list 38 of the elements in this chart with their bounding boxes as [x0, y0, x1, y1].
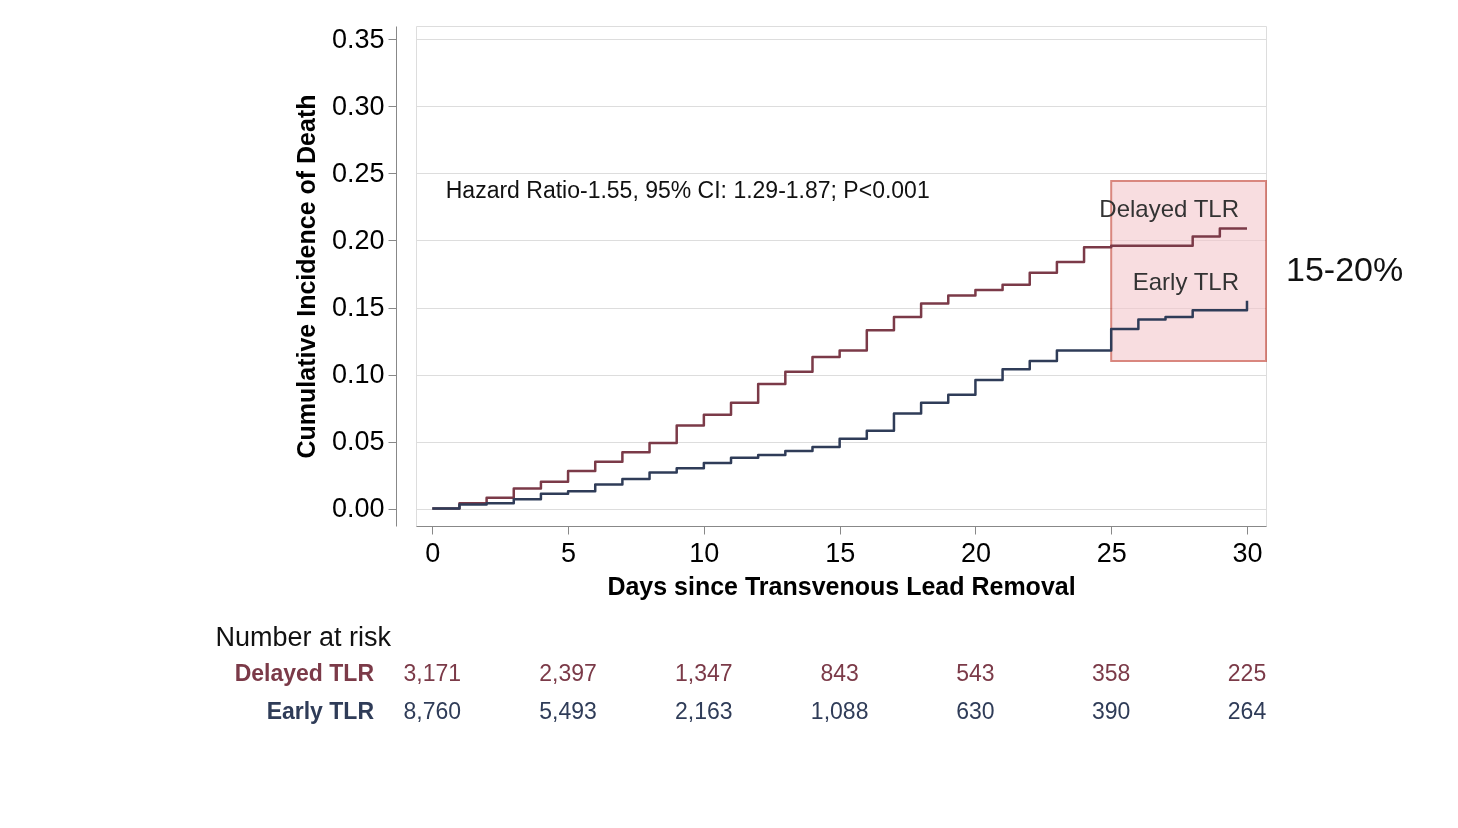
series-label: Delayed TLR — [1099, 195, 1239, 223]
x-tick-label: 10 — [689, 537, 720, 568]
y-tick-label: 0.20 — [331, 224, 385, 255]
text: Early TLR — [266, 698, 374, 724]
text: 225 — [1227, 660, 1267, 686]
text: 390 — [1092, 698, 1131, 724]
text: 1,347 — [675, 660, 733, 686]
text: 5,493 — [539, 698, 597, 724]
y-tick-label: 0.15 — [331, 292, 385, 322]
x-tick-label: 5 — [561, 537, 577, 568]
text: 358 — [1092, 660, 1131, 686]
text: 264 — [1227, 698, 1267, 724]
text: 3,171 — [403, 660, 462, 686]
text: 8,760 — [403, 698, 462, 724]
y-tick-label: 0.35 — [331, 23, 385, 54]
x-tick-label: 30 — [1232, 537, 1263, 568]
x-tick-label: 25 — [1096, 537, 1127, 568]
y-tick-label: 0.25 — [331, 157, 385, 188]
text: 630 — [956, 698, 995, 724]
text: Delayed TLR — [234, 660, 374, 686]
x-tick-label: 20 — [960, 537, 991, 568]
band-label: 15-20% — [1286, 250, 1404, 288]
text: 2,163 — [675, 698, 733, 724]
y-tick-label: 0.10 — [331, 359, 385, 390]
y-tick-label: 0.00 — [331, 493, 385, 524]
text: 843 — [820, 660, 859, 686]
y-tick-label: 0.30 — [331, 90, 385, 121]
x-axis-title: Days since Transvenous Lead Removal — [607, 571, 1076, 600]
text: 1,088 — [810, 698, 869, 724]
text: 2,397 — [539, 660, 597, 686]
series-label: Early TLR — [1132, 267, 1239, 295]
y-axis-title: Cumulative Incidence of Death — [291, 94, 320, 459]
x-tick-label: 0 — [425, 537, 441, 568]
x-tick-label: 15 — [825, 537, 856, 568]
text: Number at risk — [215, 622, 392, 652]
text: 543 — [956, 660, 995, 686]
y-tick-label: 0.05 — [331, 426, 385, 457]
annotation: Hazard Ratio-1.55, 95% CI: 1.29-1.87; P<0.001 — [445, 177, 930, 203]
